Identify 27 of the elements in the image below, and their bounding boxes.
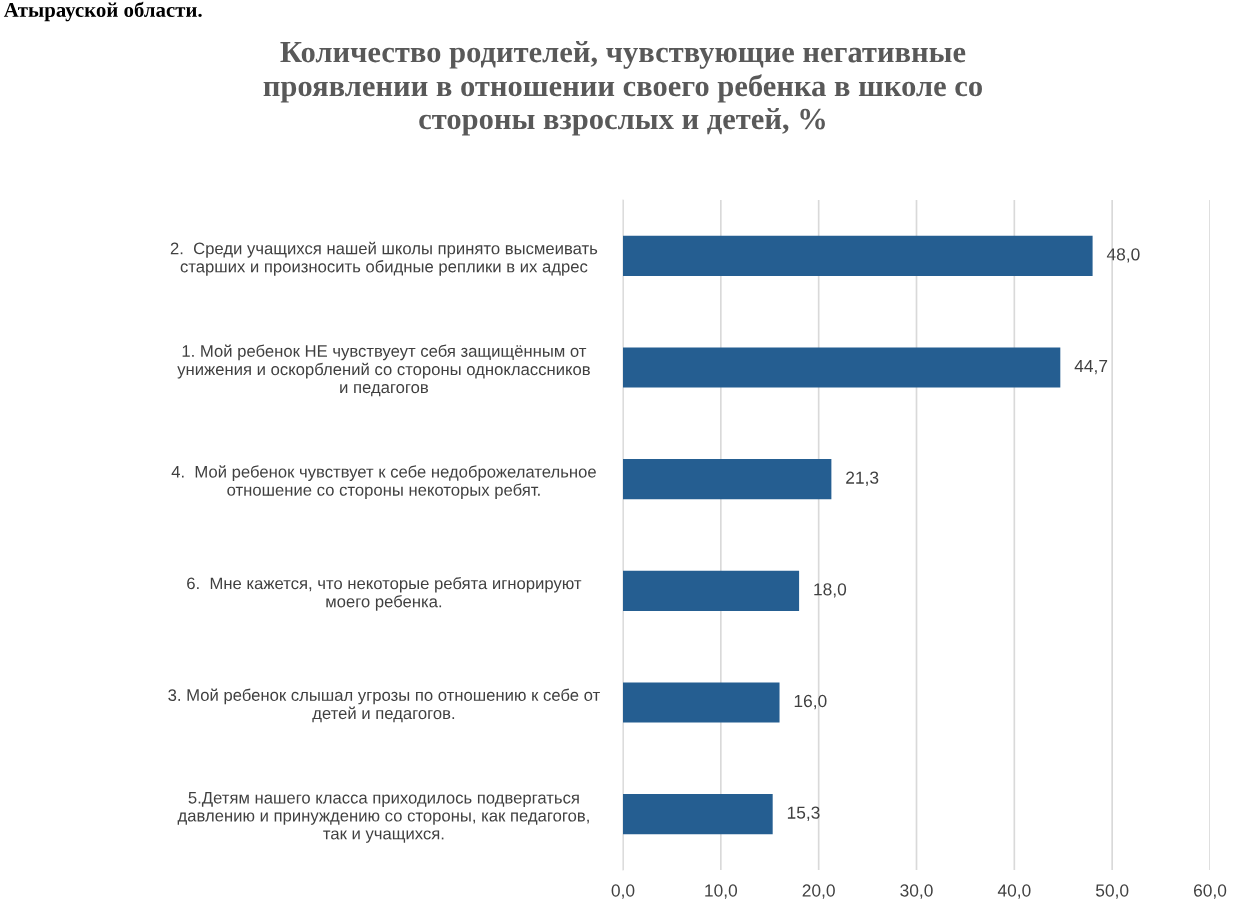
data-label: 21,3 [846,471,879,486]
data-label: 16,0 [794,694,827,710]
x-tick-label: 0,0 [611,884,635,899]
bar [623,347,1061,388]
x-tick-label: 20,0 [802,884,835,899]
y-tick-label: 2. Среди учащихся нашей школы принято высмеивать старших и произносить обидные реплики в их адрес [170,241,598,276]
data-label: 48,0 [1106,248,1140,263]
bar [623,794,773,835]
data-label: 18,0 [814,583,847,598]
x-tick-label: 30,0 [900,884,933,899]
bar [623,682,780,723]
y-tick-label: 5.Детям нашего класса приходилось подвергаться давлению и принуждению со стороны, как педагогов, так и учащихся. [177,792,589,843]
data-label: 15,3 [787,806,820,821]
x-tick-label: 10,0 [705,884,738,899]
y-tick-label: 6. Мне кажется, что некоторые ребята игнорируют моего ребенка. [187,576,582,611]
x-tick-label: 60,0 [1193,884,1227,899]
bar [623,459,832,500]
text: Атырауской области. [3,1,202,22]
x-tick-label: 50,0 [1095,884,1129,899]
y-tick-label: 1. Мой ребенок НЕ чувствуеут себя защищённым от унижения и оскорблений со стороны одноклассников и педагогов [177,344,590,397]
y-tick-label: 4. Мой ребенок чувствует к себе недоброжелательное отношение со стороны некоторых ребят. [171,465,596,500]
bar [623,235,1093,276]
data-label: 44,7 [1074,360,1108,375]
x-tick-label: 40,0 [997,884,1031,899]
chart-title: Количество родителей, чувствующие негативные проявлении в отношении своего ребенка в школе со стороны взрослых и детей, % [263,41,982,136]
y-tick-label: 3. Мой ребенок слышал угрозы по отношению к себе от детей и педагогов. [168,688,600,723]
bar [623,570,800,611]
